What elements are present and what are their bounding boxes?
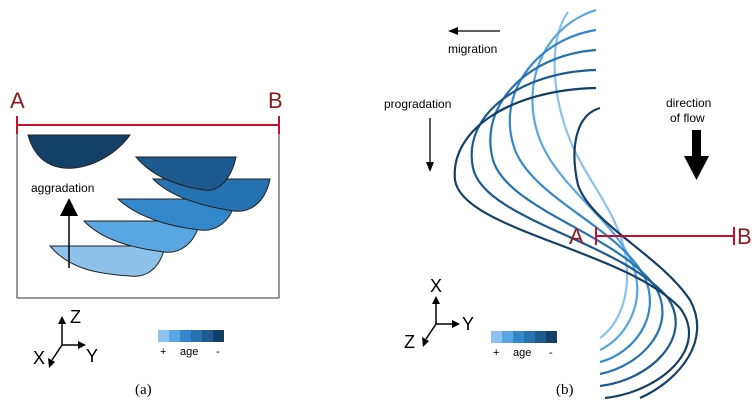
progradation-arrowhead xyxy=(426,162,434,172)
channel-lens-4 xyxy=(151,178,271,212)
legend-age-b: age xyxy=(513,347,531,359)
label-b-b: B xyxy=(737,224,752,249)
migration-label: migration xyxy=(448,42,497,56)
channel-lens-5 xyxy=(134,156,237,191)
caption-a: (a) xyxy=(135,382,152,398)
label-b: B xyxy=(268,88,283,113)
aggradation-arrowhead xyxy=(60,198,78,216)
meander-belt xyxy=(453,8,699,400)
migration-arrowhead xyxy=(448,27,458,35)
aggradation-label: aggradation xyxy=(31,181,94,195)
meander-line-4 xyxy=(489,48,664,376)
legend-plus-a: + xyxy=(160,346,166,358)
axes-triad-a: Z X Y xyxy=(33,307,98,368)
channel-lens-oldest xyxy=(48,245,166,277)
channel-lens-3 xyxy=(116,198,237,231)
flow-arrowhead xyxy=(684,156,709,180)
legend-minus-a: - xyxy=(216,346,220,358)
axis-x-label-b: X xyxy=(430,276,442,296)
flow-label-line2: of flow xyxy=(670,111,705,125)
axis-z-label-a: Z xyxy=(70,307,81,327)
legend-plus-b: + xyxy=(493,347,499,359)
age-legend-a: + age - xyxy=(158,330,224,358)
label-a: A xyxy=(10,88,25,113)
meander-line-7 xyxy=(453,86,691,400)
axis-z-label-b: Z xyxy=(404,332,415,352)
legend-minus-b: - xyxy=(549,347,553,359)
panel-b: migration progradation direction of flow… xyxy=(384,8,752,400)
meander-line-2 xyxy=(531,8,639,352)
legend-age-a: age xyxy=(180,346,198,358)
meander-line-1 xyxy=(553,11,629,339)
axis-x-label-a: X xyxy=(33,348,45,368)
meander-line-6 xyxy=(573,106,699,400)
channel-lens-youngest xyxy=(27,134,131,169)
progradation-label: progradation xyxy=(384,97,451,111)
panel-a: A B aggradation Z X Y xyxy=(10,88,283,398)
label-a-b: A xyxy=(569,224,584,249)
axis-y-label-b: Y xyxy=(462,314,474,334)
channel-lens-2 xyxy=(82,220,201,253)
meander-line-5 xyxy=(470,68,677,388)
axes-triad-b: X Y Z xyxy=(404,276,474,352)
meander-line-3 xyxy=(508,28,651,364)
flow-label-line1: direction xyxy=(666,96,711,110)
axis-y-label-a: Y xyxy=(86,346,98,366)
age-legend-b: + age - xyxy=(491,331,557,359)
caption-b: (b) xyxy=(556,382,574,398)
flow-arrow-shaft xyxy=(692,130,701,158)
